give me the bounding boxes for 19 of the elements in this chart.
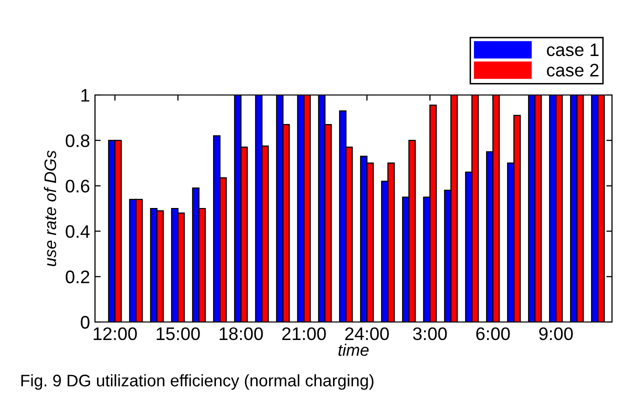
x-axis-title: time	[338, 344, 369, 356]
caption: Fig. 9 DG utilization efficiency (normal charging)	[21, 374, 374, 390]
y-tick-label: 0	[80, 316, 90, 329]
x-tick-label: 12:00	[94, 327, 137, 340]
legend-label: case 1	[546, 44, 598, 56]
y-tick-label: 0.2	[66, 270, 90, 284]
y-tick-label: 0.6	[66, 180, 90, 193]
y-tick-label: 0.8	[66, 134, 90, 148]
legend-label: case 2	[546, 64, 598, 77]
x-tick-label: 6:00	[476, 327, 510, 340]
x-tick-label: 3:00	[413, 327, 447, 340]
x-tick-label: 24:00	[345, 327, 389, 340]
x-tick-label: 18:00	[220, 327, 263, 340]
x-tick-label: 9:00	[539, 327, 573, 340]
y-axis-title: use rate of DGs	[44, 150, 56, 266]
x-tick-label: 15:00	[156, 327, 200, 340]
y-tick-label: 1	[81, 89, 90, 102]
x-tick-label: 21:00	[282, 327, 326, 340]
y-tick-label: 0.4	[66, 225, 90, 238]
